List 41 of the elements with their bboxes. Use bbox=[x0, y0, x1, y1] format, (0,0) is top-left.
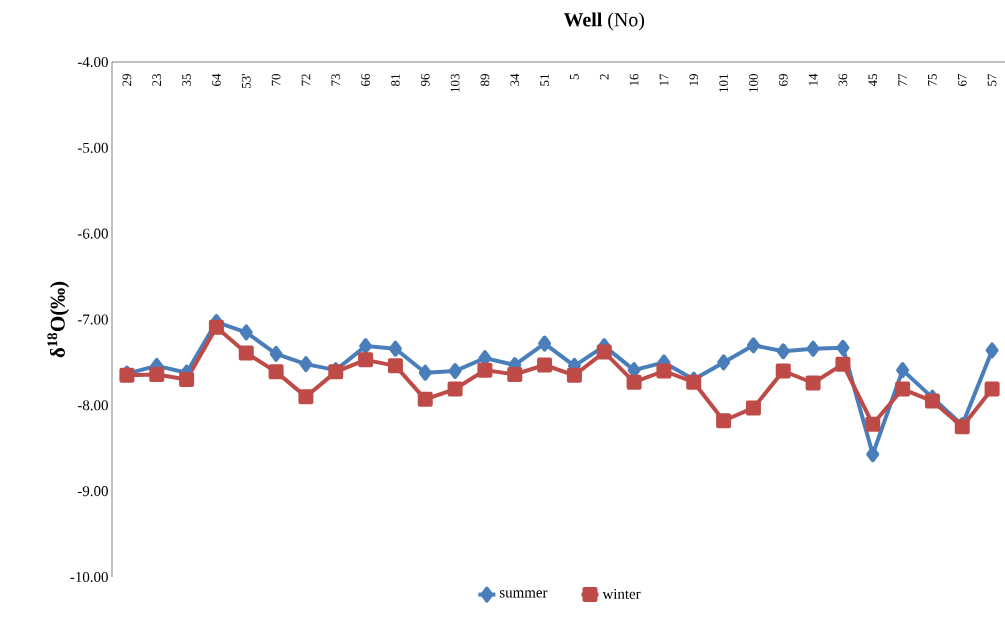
x-tick-label: 53' bbox=[241, 74, 251, 89]
legend-label: summer bbox=[499, 590, 548, 598]
x-tick-label: 72 bbox=[301, 74, 311, 86]
y-tick-label: -9.00 bbox=[77, 486, 108, 497]
x-tick-label: 103 bbox=[450, 74, 460, 92]
x-tick-label: 16 bbox=[629, 73, 639, 86]
x-tick-label: 73 bbox=[331, 74, 341, 86]
x-tick-label: 77 bbox=[898, 73, 907, 86]
x-tick-label: 34 bbox=[510, 73, 520, 86]
y-tick-label: -8.00 bbox=[77, 400, 108, 411]
x-tick-label: 100 bbox=[749, 74, 758, 92]
x-tick-label: 75 bbox=[928, 74, 937, 86]
x-tick-label: 29 bbox=[122, 74, 132, 86]
legend-label: winter bbox=[602, 588, 641, 599]
y-tick-label: -5.00 bbox=[77, 142, 108, 153]
x-tick-label: 23 bbox=[152, 74, 162, 86]
x-tick-label: 35 bbox=[182, 74, 191, 86]
x-tick-label: 96 bbox=[420, 73, 430, 87]
x-tick-label: 67 bbox=[957, 73, 967, 86]
x-tick-label: 64 bbox=[212, 73, 221, 86]
x-tick-label: 70 bbox=[271, 74, 281, 86]
x-tick-label: 69 bbox=[778, 74, 788, 86]
x-tick-label: 101 bbox=[719, 74, 728, 92]
x-tick-label: 19 bbox=[689, 74, 699, 86]
y-tick-label: -4.00 bbox=[77, 56, 108, 68]
x-axis-title: Well (No) bbox=[563, 12, 645, 31]
y-axis-title: δ$^{18}$O(‰) bbox=[47, 281, 70, 358]
x-tick-label: 17 bbox=[659, 73, 669, 86]
x-tick-label: 89 bbox=[480, 74, 490, 86]
x-tick-label: 81 bbox=[391, 74, 400, 86]
x-tick-label: 51 bbox=[540, 74, 549, 86]
x-tick-label: 57 bbox=[987, 73, 997, 86]
x-tick-label: 5 bbox=[570, 74, 579, 80]
x-tick-label: 36 bbox=[838, 73, 848, 86]
x-tick-label: 66 bbox=[361, 73, 370, 86]
x-tick-label: 14 bbox=[808, 73, 818, 86]
y-tick-label: -6.00 bbox=[77, 228, 108, 239]
x-tick-label: 45 bbox=[868, 74, 878, 87]
y-tick-label: -10.00 bbox=[70, 571, 108, 583]
x-tick-label: 2 bbox=[599, 74, 609, 80]
y-tick-label: -7.00 bbox=[77, 314, 108, 325]
